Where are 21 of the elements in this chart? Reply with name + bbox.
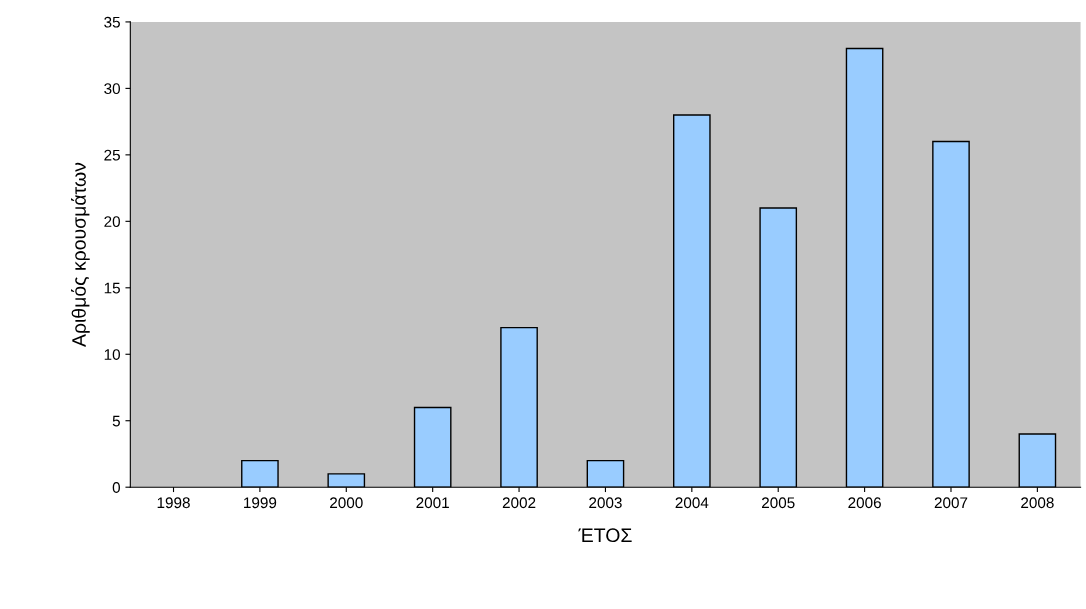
y-tick-label: 0 xyxy=(112,482,120,493)
x-tick-label: 2007 xyxy=(934,497,968,509)
x-tick-label: 2008 xyxy=(1021,497,1054,509)
y-tick-label: 5 xyxy=(112,415,120,427)
x-tick-label: 2006 xyxy=(848,497,881,509)
y-tick-label: 15 xyxy=(104,282,120,294)
y-tick-label: 30 xyxy=(104,83,120,95)
x-tick-label: 2000 xyxy=(330,497,363,509)
x-tick-label: 2003 xyxy=(589,497,622,509)
x-tick-label: 1999 xyxy=(244,497,277,509)
y-tick-label: 35 xyxy=(104,16,120,28)
x-tick-label: 2004 xyxy=(675,497,709,509)
x-tick-label: 2005 xyxy=(761,497,795,509)
x-tick-label: 1998 xyxy=(157,497,190,509)
y-tick-label: 25 xyxy=(104,149,120,161)
x-axis-title: ΈΤΟΣ xyxy=(578,528,632,543)
y-tick-label: 20 xyxy=(104,216,120,228)
y-tick-label: 10 xyxy=(104,349,120,360)
x-tick-label: 2002 xyxy=(502,497,536,509)
x-tick-label: 2001 xyxy=(416,497,449,509)
y-axis-title: Αριθμός κρουσμάτων xyxy=(71,162,90,347)
